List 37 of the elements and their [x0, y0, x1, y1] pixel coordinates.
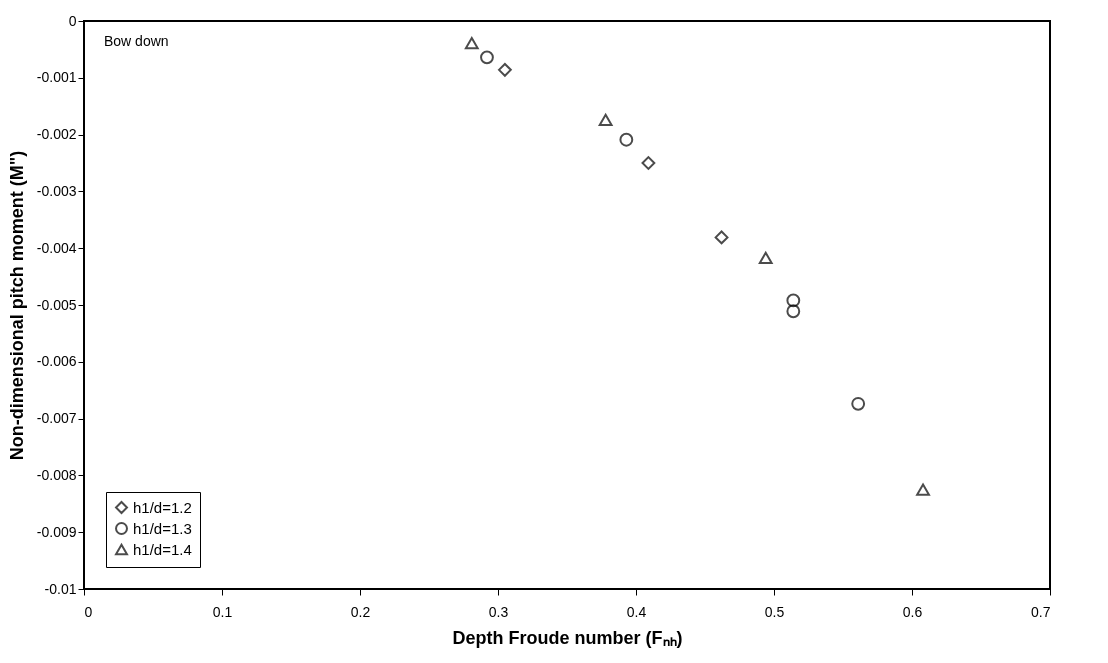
x-tick-label: 0.3 — [488, 603, 509, 620]
x-tick-label: 0.5 — [764, 603, 785, 620]
y-tick-label: -0.008 — [36, 466, 77, 483]
y-tick-label: -0.009 — [36, 523, 77, 540]
x-tick-label: 0 — [84, 603, 93, 620]
y-tick-label: -0.01 — [44, 580, 77, 597]
point — [480, 50, 494, 65]
legend-label: h1/d=1.4 — [133, 540, 192, 558]
y-tick-label: -0.003 — [36, 182, 77, 199]
y-tick-label: -0.005 — [36, 296, 77, 313]
point — [598, 113, 613, 126]
point — [641, 156, 656, 170]
x-axis-title: Depth Froude number (Fₙₕ) — [452, 627, 683, 648]
point — [851, 396, 866, 411]
y-tick-label: -0.007 — [36, 410, 77, 427]
x-tick-label: 0.2 — [350, 603, 371, 620]
point — [786, 293, 801, 308]
y-tick-label: 0 — [68, 12, 77, 29]
y-axis-title: Non-dimensional pitch moment (M") — [6, 150, 27, 461]
x-tick-label: 0.1 — [212, 603, 233, 620]
x-tick-label: 0.7 — [1031, 603, 1051, 620]
point — [916, 483, 930, 496]
point — [464, 37, 479, 50]
x-tick-label: 0.4 — [626, 603, 647, 620]
point — [619, 132, 634, 147]
point — [758, 251, 773, 264]
legend-label: h1/d=1.2 — [133, 498, 192, 516]
point — [497, 62, 512, 77]
x-tick-label: 0.6 — [902, 603, 923, 620]
y-tick-label: -0.004 — [36, 239, 77, 256]
y-tick-label: -0.001 — [36, 69, 77, 86]
y-tick-label: -0.006 — [36, 353, 77, 370]
point — [714, 230, 729, 245]
point — [786, 304, 801, 319]
y-tick-label: -0.002 — [36, 126, 77, 143]
legend-label: h1/d=1.3 — [133, 519, 192, 537]
annotation: Bow down — [104, 33, 169, 49]
